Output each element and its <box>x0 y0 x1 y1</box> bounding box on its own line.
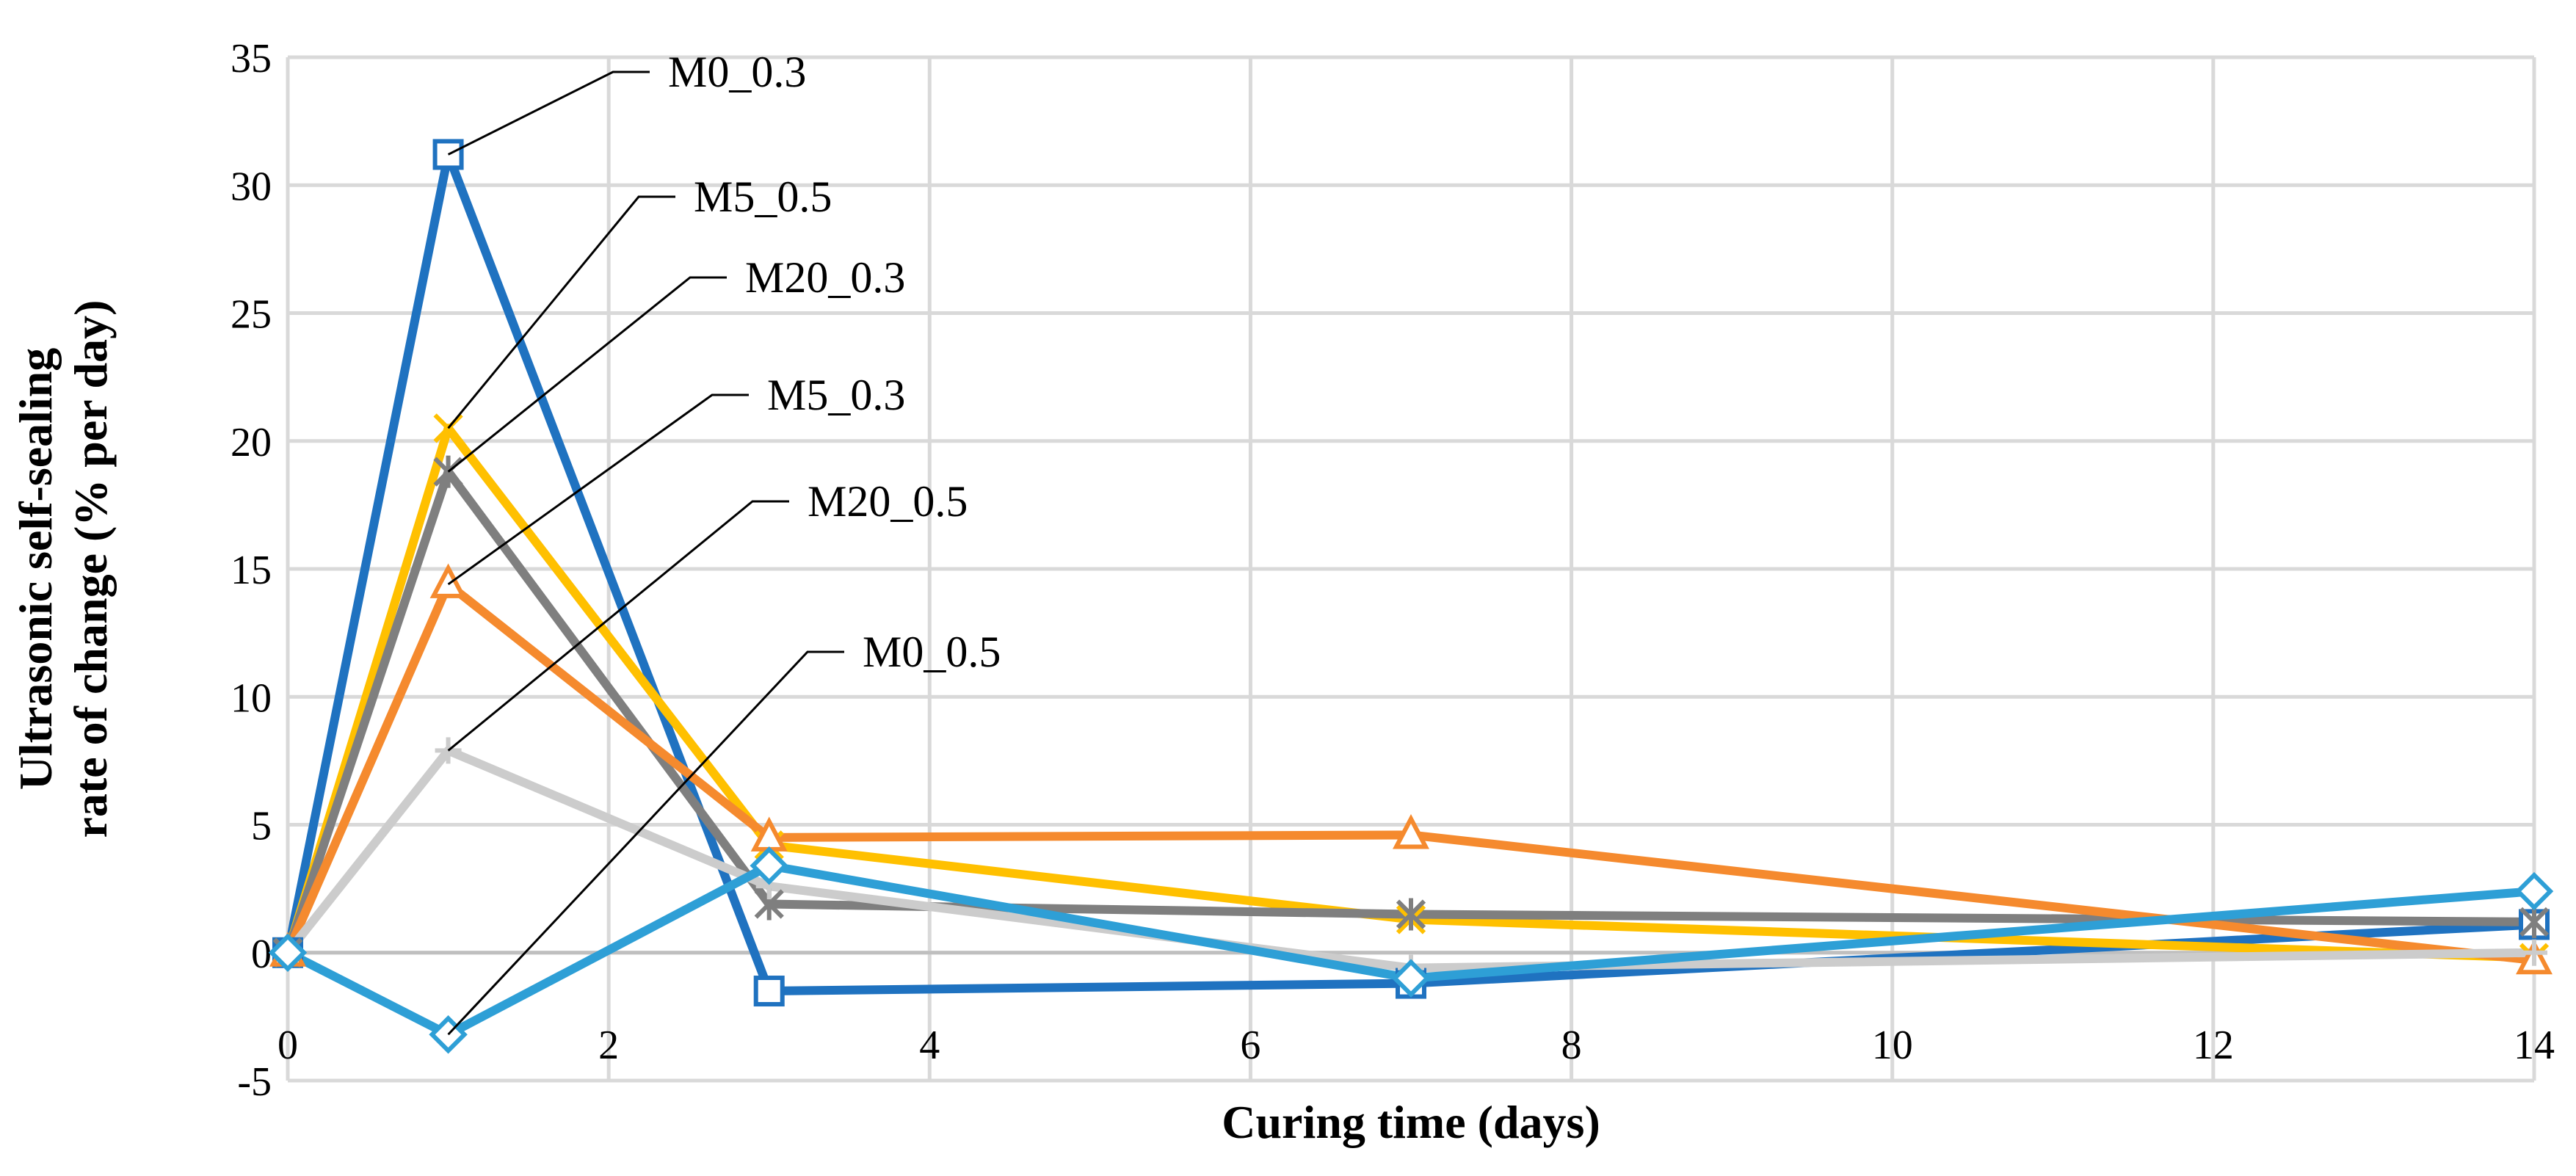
marker-M0_0.3 <box>753 976 785 1007</box>
callout-label-M0_0.3: M0_0.3 <box>668 48 806 96</box>
marker-M0_0.5 <box>268 933 308 972</box>
y-tick-label: 5 <box>251 804 272 849</box>
marker-M20_0.5 <box>2521 939 2547 966</box>
y-tick-label: 10 <box>231 675 272 721</box>
callout-leader-line <box>447 195 675 429</box>
series-callouts: M0_0.3 M5_0.5 M20_0.3 M5_0.3 M20_0.5 M0_0.5 <box>447 48 1001 1036</box>
x-tick-label: 12 <box>2193 1023 2234 1068</box>
x-axis-title: Curing time (days) <box>1222 1096 1600 1148</box>
x-tick-label: 14 <box>2514 1023 2555 1068</box>
marker-M5_0.3 <box>1393 813 1429 849</box>
grid-lines <box>286 55 2536 1083</box>
x-tick-label: 6 <box>1240 1023 1260 1068</box>
series-line-M20_0.5 <box>283 746 2539 973</box>
series-markers <box>268 139 2554 1054</box>
callout-leader-line <box>447 70 650 156</box>
marker-M20_0.3 <box>433 455 463 488</box>
y-tick-label: 35 <box>231 36 272 81</box>
y-tick-label: 0 <box>251 932 272 977</box>
x-tick-label: 0 <box>277 1023 298 1068</box>
marker-M0_0.5 <box>750 846 788 885</box>
y-tick-label: 30 <box>231 164 272 209</box>
callout-label-M20_0.5: M20_0.5 <box>808 477 968 526</box>
marker-M0_0.5 <box>1391 959 1431 998</box>
callout-leader-line <box>447 500 789 752</box>
y-tick-label: 20 <box>231 420 272 465</box>
callout-leader-line <box>447 393 749 586</box>
callout-label-M5_0.3: M5_0.3 <box>767 371 905 419</box>
marker-M5_0.3 <box>429 563 467 598</box>
marker-M0_0.5 <box>2514 871 2554 911</box>
y-axis-title-line-1: Ultrasonic self-sealing <box>10 348 62 791</box>
marker-M20_0.3 <box>2519 905 2550 938</box>
x-tick-label: 8 <box>1561 1023 1582 1068</box>
y-axis-title-line-2: rate of change (% per day) <box>65 300 117 838</box>
y-tick-label: -5 <box>237 1059 272 1105</box>
x-tick-label: 4 <box>919 1023 940 1068</box>
series-line-M5_0.5 <box>283 424 2539 962</box>
series-line-M0_0.3 <box>283 150 2539 996</box>
y-tick-label: 25 <box>231 292 272 338</box>
marker-M5_0.5 <box>433 413 463 443</box>
x-tick-label: 10 <box>1872 1023 1913 1068</box>
y-tick-label: 15 <box>231 548 272 593</box>
callout-leader-line <box>447 650 844 1036</box>
x-tick-label: 2 <box>598 1023 619 1068</box>
series-line-M20_0.3 <box>283 467 2539 957</box>
callout-label-M5_0.5: M5_0.5 <box>694 173 832 221</box>
callout-label-M20_0.3: M20_0.3 <box>745 253 905 302</box>
callout-label-M0_0.5: M0_0.5 <box>863 628 1001 676</box>
callout-leader-line <box>447 276 727 473</box>
marker-M20_0.3 <box>1396 898 1426 931</box>
